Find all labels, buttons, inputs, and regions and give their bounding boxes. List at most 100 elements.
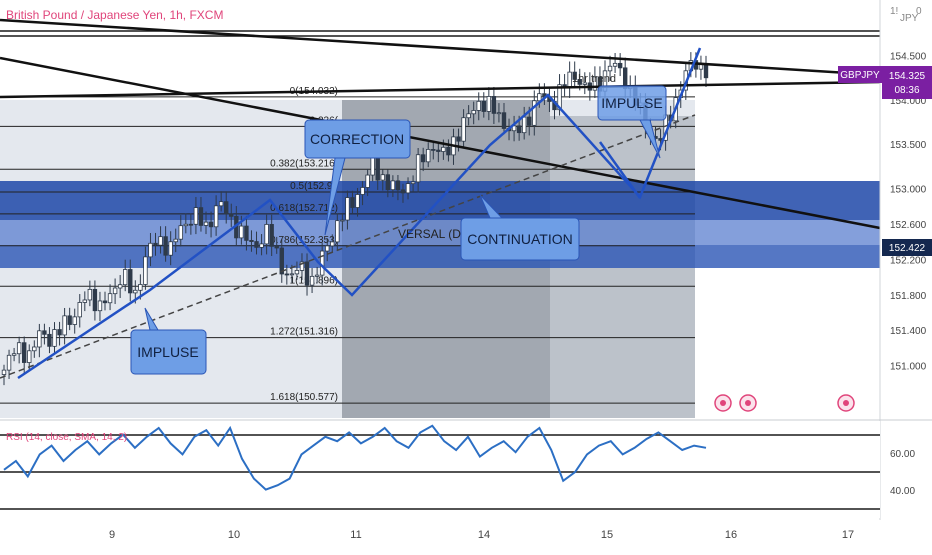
- candle-body: [612, 62, 618, 67]
- candle-body: [314, 274, 320, 277]
- candle-body: [527, 116, 532, 126]
- date-tick-label: 11: [350, 529, 361, 541]
- level-price-tag: [882, 239, 932, 256]
- candle-body: [441, 146, 446, 152]
- candle-body: [143, 256, 148, 285]
- candle-body: [213, 205, 219, 228]
- supply-band-light: [0, 220, 880, 245]
- candle-body: [607, 65, 613, 72]
- candle-body: [385, 174, 391, 191]
- axis-corner-top: 1!: [890, 6, 898, 17]
- callout-impluse-text: IMPLUSE: [137, 344, 198, 360]
- price-tick-label: 151.400: [890, 326, 927, 337]
- candle-body: [42, 330, 47, 335]
- candle-body: [284, 273, 290, 276]
- candle-body: [496, 112, 502, 115]
- candle-body: [410, 181, 416, 185]
- candle-body: [395, 180, 401, 191]
- rsi-line: [3, 424, 707, 491]
- descending-trendline-steep: [0, 56, 881, 230]
- alert-icon-3[interactable]: [837, 394, 855, 412]
- reversal-label: VERSAL (D: [398, 227, 461, 241]
- candle-body: [138, 284, 143, 291]
- date-tick-label: 10: [228, 529, 240, 541]
- candle-body: [67, 315, 72, 325]
- candle-body: [203, 221, 209, 226]
- callout-impulse-right: IMPULSE: [597, 85, 667, 159]
- candle-body: [461, 117, 466, 142]
- candle-body: [208, 221, 214, 228]
- descending-trendline-top: [0, 18, 881, 77]
- callout-correction: CORRECTION: [304, 119, 411, 236]
- candle-body: [102, 300, 108, 304]
- rsi-tick-60: 60.00: [890, 449, 915, 460]
- candle-body: [582, 82, 587, 85]
- date-tick-label: 15: [601, 529, 613, 541]
- candle-body: [456, 136, 461, 142]
- candle-body: [274, 245, 279, 249]
- last-price-text: 154.325: [889, 71, 926, 82]
- candle-body: [16, 342, 22, 355]
- candle-body: [592, 76, 598, 91]
- trendline-label: 1hr trend: [572, 73, 616, 85]
- candle-body: [289, 273, 295, 276]
- wave-correction-channel: [598, 141, 642, 199]
- chart-title: British Pound / Japanese Yen, 1h, FXCM: [6, 8, 224, 22]
- candle-body: [22, 342, 27, 363]
- candle-body: [47, 333, 52, 347]
- price-tick-label: 154.500: [890, 51, 927, 62]
- candle-body: [436, 149, 441, 152]
- candle-body: [466, 113, 471, 119]
- candle-body: [254, 241, 259, 248]
- price-tick-label: 151.000: [890, 362, 927, 373]
- candle-body: [133, 289, 138, 294]
- callout-continuation: CONTINUATION: [460, 194, 580, 261]
- candle-body: [405, 183, 411, 194]
- fib-level-label: 0.382(153.216): [270, 158, 338, 169]
- candle-body: [82, 299, 88, 303]
- price-tick-label: 152.600: [890, 220, 927, 231]
- candle-body: [279, 247, 284, 275]
- candle-body: [521, 116, 527, 134]
- fib-level-label: 1.272(151.316): [270, 327, 338, 338]
- candle-body: [516, 125, 522, 134]
- candle-body: [355, 194, 360, 208]
- candle-body: [446, 146, 451, 156]
- callout-impluse: IMPLUSE: [130, 307, 207, 375]
- candle-body: [567, 71, 572, 88]
- rsi-tick-40: 40.00: [890, 486, 915, 497]
- fib-level-label: 0.618(152.712): [270, 203, 338, 214]
- price-tick-label: 152.200: [890, 255, 927, 266]
- countdown-text: 08:36: [894, 85, 919, 96]
- candle-body: [6, 354, 12, 371]
- candle-body: [400, 189, 406, 194]
- candle-body: [178, 225, 183, 240]
- candle-body: [370, 157, 375, 176]
- candle-body: [188, 223, 194, 226]
- candle-body: [325, 245, 330, 252]
- elliott-wave-path: [17, 47, 702, 380]
- alert-icon-1[interactable]: [714, 394, 732, 412]
- candle-body: [304, 261, 310, 286]
- candle-body: [1, 369, 7, 375]
- date-tick-label: 16: [725, 529, 737, 541]
- axis-corner-currency: JPY: [900, 13, 919, 24]
- alert-icon-2[interactable]: [739, 394, 757, 412]
- level-price-text: 152.422: [889, 243, 926, 254]
- candle-body: [491, 96, 497, 114]
- demand-band: [0, 245, 880, 268]
- candle-body: [309, 275, 315, 286]
- price-axis[interactable]: 154.500 154.000 153.500 153.000 152.600 152.2…: [890, 51, 927, 372]
- candle-body: [390, 180, 396, 191]
- callout-impulse-right-text: IMPULSE: [601, 95, 662, 111]
- candle-body: [426, 149, 431, 163]
- date-tick-label: 14: [478, 529, 490, 541]
- candle-body: [415, 154, 421, 183]
- date-tick-label: 9: [109, 529, 115, 541]
- time-axis[interactable]: 9 10 11 14 15 16 17: [109, 529, 854, 541]
- candle-body: [259, 243, 264, 248]
- candle-body: [168, 241, 173, 256]
- candle-body: [319, 250, 325, 276]
